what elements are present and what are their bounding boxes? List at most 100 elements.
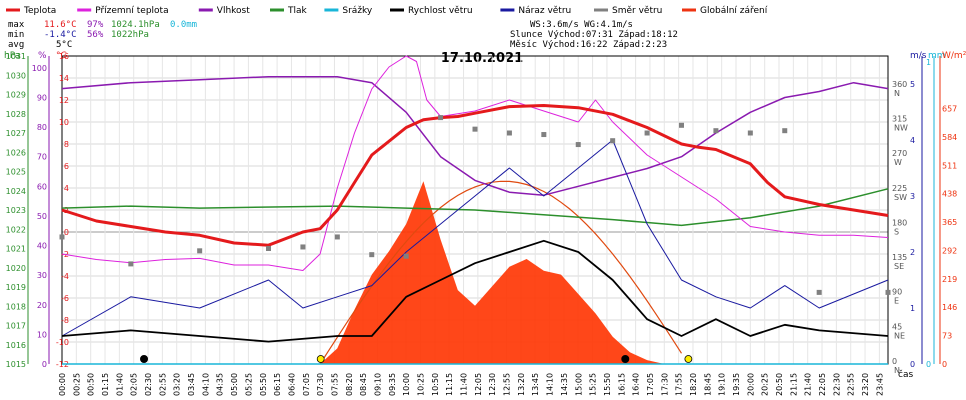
time-tick-0: 00:00 — [58, 373, 67, 396]
dir-tick-value-8: 360 — [892, 80, 907, 89]
time-tick-10: 04:10 — [201, 373, 210, 396]
wind-direction-point-6 — [369, 252, 375, 258]
dir-tick-label-4: S — [894, 227, 899, 236]
time-tick-2: 00:50 — [87, 373, 96, 396]
hpa-tick-1: 1016 — [6, 341, 26, 350]
dir-tick-label-7: NW — [894, 123, 908, 132]
moonset-marker — [140, 355, 149, 363]
wind-direction-point-19 — [816, 289, 822, 295]
hpa-tick-14: 1029 — [6, 91, 26, 100]
temp-tick-10: 8 — [64, 140, 69, 149]
temp-tick-3: -6 — [61, 294, 69, 303]
time-tick-34: 14:10 — [546, 373, 555, 396]
legend-label-4: Srážky — [342, 6, 373, 16]
wm2-tick-6: 438 — [942, 190, 957, 199]
wind-direction-point-1 — [128, 261, 134, 267]
time-tick-48: 20:00 — [746, 373, 755, 396]
sunset-marker — [684, 355, 693, 363]
time-tick-46: 19:10 — [718, 373, 727, 396]
wind-direction-point-15 — [679, 122, 684, 128]
legend-label-0: Teplota — [23, 6, 56, 16]
legend-label-8: Globální záření — [700, 6, 768, 16]
dir-tick-label-6: W — [894, 158, 902, 167]
time-tick-54: 22:30 — [832, 373, 841, 396]
dir-tick-value-6: 270 — [892, 149, 907, 158]
time-tick-42: 17:30 — [660, 373, 669, 396]
time-tick-26: 10:50 — [431, 373, 440, 396]
summary-press-max: 1024.1hPa — [111, 20, 160, 30]
wm2-tick-5: 365 — [942, 218, 957, 227]
hpa-tick-9: 1024 — [6, 187, 26, 196]
hpa-tick-2: 1017 — [6, 322, 26, 331]
dir-tick-value-4: 180 — [892, 218, 907, 227]
clear-sky-radiation-curve — [319, 180, 683, 365]
wind-direction-point-8 — [438, 115, 444, 121]
time-tick-45: 18:45 — [703, 373, 712, 396]
temp-tick-4: -4 — [61, 272, 69, 281]
pct-tick-0: 0 — [42, 360, 47, 369]
temp-tick-2: -8 — [61, 316, 69, 325]
dir-tick-value-5: 225 — [892, 184, 907, 193]
wm2-tick-2: 146 — [942, 303, 957, 312]
summary-rain: 0.0mm — [170, 20, 197, 30]
moonrise-marker — [621, 355, 630, 363]
ms-tick-3: 3 — [910, 192, 915, 201]
time-tick-22: 09:10 — [373, 373, 382, 396]
hpa-tick-13: 1028 — [6, 110, 26, 119]
legend-label-1: Přízemní teplota — [95, 6, 168, 16]
summary-row-label-min: min — [8, 30, 24, 40]
time-tick-5: 02:05 — [130, 373, 139, 396]
series-rychlost-vetru — [61, 239, 889, 343]
dir-tick-value-7: 315 — [892, 114, 907, 123]
time-tick-32: 13:20 — [517, 373, 526, 396]
summary-hum-max: 97% — [87, 20, 104, 30]
ms-tick-2: 2 — [910, 248, 915, 257]
time-unit-label: čas — [898, 369, 913, 380]
wind-direction-point-3 — [266, 246, 271, 251]
moon-times: Měsíc Východ:16:22 Západ:2:23 — [510, 40, 667, 50]
wm2-unit-label: W/m² — [942, 51, 966, 61]
time-tick-6: 02:30 — [144, 373, 153, 396]
series-naraz-vetru — [61, 139, 889, 337]
summary-block: max 11.6°C 97% 1024.1hPa 0.0mm min -1.4°… — [8, 20, 197, 50]
wm2-tick-7: 511 — [942, 161, 957, 170]
hpa-tick-3: 1018 — [6, 302, 26, 311]
wind-direction-point-12 — [575, 142, 581, 148]
legend-label-6: Náraz větru — [518, 6, 571, 16]
hpa-tick-15: 1030 — [6, 71, 26, 80]
summary-temp-min: -1.4°C — [44, 30, 77, 40]
wm2-tick-3: 219 — [942, 275, 957, 284]
axis-unit-labels: hPa % °C m/s mm W/m² čas — [4, 51, 966, 380]
temp-tick-6: 0 — [64, 228, 69, 237]
ms-unit-label: m/s — [910, 51, 927, 61]
wind-direction-point-4 — [300, 244, 306, 250]
wind-direction-point-7 — [403, 253, 409, 259]
time-tick-44: 18:20 — [689, 373, 698, 396]
time-tick-56: 23:20 — [861, 373, 870, 396]
time-tick-24: 10:00 — [402, 373, 411, 396]
pct-tick-9: 90 — [37, 93, 47, 102]
time-tick-17: 07:05 — [302, 373, 311, 396]
series-tlak — [61, 188, 889, 227]
temp-tick-1: -10 — [56, 338, 69, 347]
wind-summary: WS:3.6m/s WG:4.1m/s — [530, 20, 633, 30]
time-tick-9: 03:45 — [187, 373, 196, 396]
wm2-tick-4: 292 — [942, 246, 957, 255]
time-tick-20: 08:20 — [345, 373, 354, 396]
time-tick-19: 07:55 — [330, 373, 339, 396]
wind-direction-point-10 — [506, 130, 512, 136]
time-tick-11: 04:35 — [216, 373, 225, 396]
pct-tick-4: 40 — [37, 242, 47, 251]
time-tick-33: 13:45 — [531, 373, 540, 396]
hpa-tick-6: 1021 — [6, 245, 26, 254]
axes: 1015101610171018101910201021102210231024… — [6, 52, 958, 396]
pct-tick-1: 10 — [37, 330, 47, 339]
dir-tick-value-0: 0 — [892, 357, 897, 366]
time-tick-41: 17:05 — [646, 373, 655, 396]
c-unit-label: °C — [56, 51, 67, 61]
summary-press-min: 1022hPa — [111, 30, 149, 40]
temp-tick-9: 6 — [64, 162, 69, 171]
summary-temp-avg: 5°C — [56, 40, 72, 50]
sunrise-marker — [316, 355, 325, 363]
